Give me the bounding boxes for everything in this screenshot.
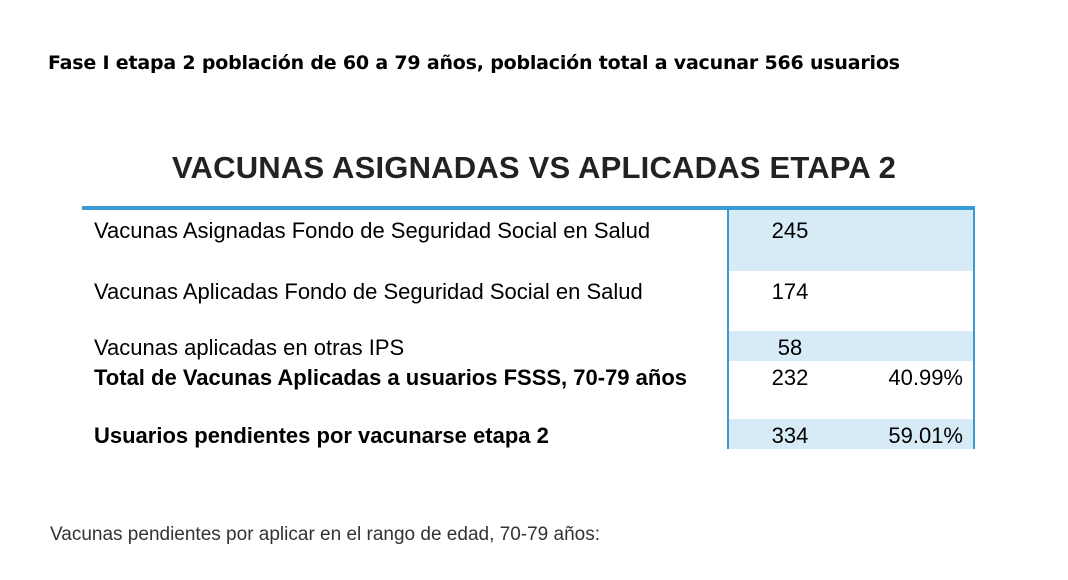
- row-percent-pending: 59.01%: [851, 419, 975, 449]
- row-value-total-applied: 232: [771, 365, 809, 390]
- row-percent-assigned: [851, 210, 975, 271]
- table-row: Usuarios pendientes por vacunarse etapa …: [82, 419, 975, 449]
- table-row: Vacunas aplicadas en otras IPS 58: [82, 331, 975, 361]
- row-value-applied-fsss: 174: [771, 279, 809, 304]
- row-label-pending: Usuarios pendientes por vacunarse etapa …: [82, 419, 729, 449]
- row-value-assigned: 245: [729, 210, 851, 271]
- table-row: Vacunas Asignadas Fondo de Seguridad Soc…: [82, 210, 975, 271]
- footer-text: Vacunas pendientes por aplicar en el ran…: [50, 524, 600, 545]
- table-row: Vacunas Aplicadas Fondo de Seguridad Soc…: [82, 271, 975, 331]
- row-value-other-ips: 58: [729, 331, 851, 361]
- row-label-applied-fsss: Vacunas Aplicadas Fondo de Seguridad Soc…: [82, 271, 729, 331]
- row-percent-other-ips: [851, 331, 975, 361]
- row-label-assigned: Vacunas Asignadas Fondo de Seguridad Soc…: [82, 210, 729, 271]
- row-percent-total-applied: 40.99%: [888, 365, 963, 390]
- page-heading: Fase I etapa 2 población de 60 a 79 años…: [48, 52, 900, 74]
- table-row: Total de Vacunas Aplicadas a usuarios FS…: [82, 361, 975, 419]
- table-right-border: [973, 210, 975, 449]
- row-percent-applied-fsss: [851, 271, 975, 331]
- vaccine-table: Vacunas Asignadas Fondo de Seguridad Soc…: [82, 206, 975, 449]
- row-label-other-ips: Vacunas aplicadas en otras IPS: [82, 331, 729, 361]
- table-title: VACUNAS ASIGNADAS VS APLICADAS ETAPA 2: [171, 150, 897, 185]
- row-label-total-applied: Total de Vacunas Aplicadas a usuarios FS…: [82, 361, 729, 419]
- row-value-pending: 334: [729, 419, 851, 449]
